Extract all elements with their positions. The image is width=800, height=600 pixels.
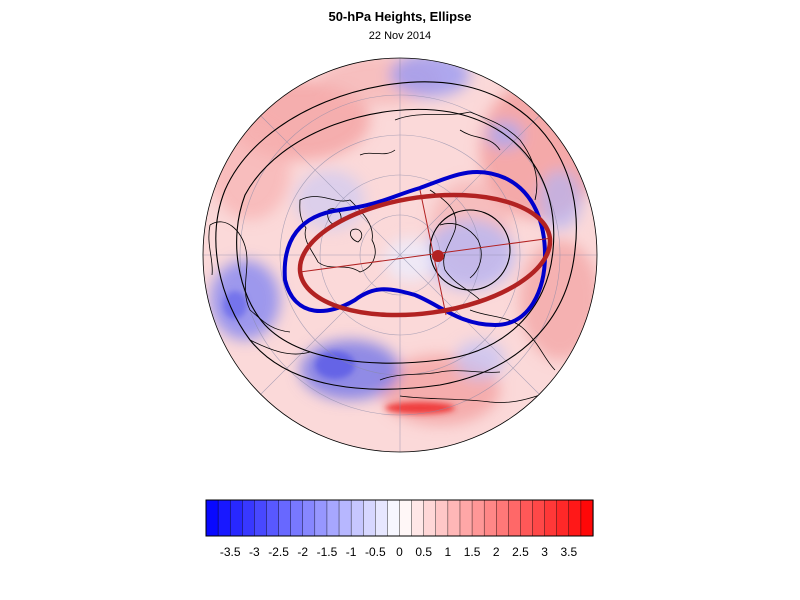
colorbar-cell [290,499,304,537]
colorbar-cell [363,499,376,537]
colorbar-tick-label: 0.5 [415,545,432,559]
colorbar-cell [544,499,558,537]
anomaly-field [203,58,597,452]
colorbar-cell [242,499,255,537]
colorbar-tick-label: 3.5 [560,545,577,559]
colorbar-cell [278,499,292,537]
map-date: 22 Nov 2014 [368,30,432,42]
colorbar-cell [435,499,449,537]
ellipse-axes [299,189,553,316]
fitted-ellipse [297,192,553,318]
globe-outline [202,57,598,453]
colorbar-cell [217,499,231,537]
colorbar-tick-label: -0.5 [365,545,386,559]
colorbar-cell [387,499,401,537]
colorbar-cell [447,499,461,537]
ellipse-center [432,250,444,262]
colorbar-frame [205,499,594,537]
colorbar-cell [229,499,243,537]
colorbar-cell [375,499,388,537]
colorbar-cell [254,499,268,537]
colorbar-tick-label: 1 [445,545,452,559]
colorbar-tick-label: 2 [493,545,500,559]
colorbar-cell [483,499,497,537]
colorbar-tick-label: -3.5 [220,545,241,559]
colorbar-cell [314,499,328,537]
colorbar-cell [459,499,473,537]
colorbar-tick-label: -2.5 [268,545,289,559]
colorbar-cell [520,499,534,537]
colorbar-tick-label: 0 [396,545,403,559]
colorbar-cell [471,499,485,537]
graticule [203,58,597,452]
map-title: 50-hPa Heights, Ellipse [328,9,472,24]
colorbar-cell [205,499,219,537]
colorbar-cell [411,499,425,537]
colorbar-cell [399,499,413,537]
colorbar-cell [496,499,509,537]
colorbar-cell [423,499,437,537]
colorbar-cell [568,499,582,537]
colorbar-cell [532,499,546,537]
colorbar-cell [326,499,340,537]
colorbar-cell [302,499,316,537]
colorbar-cell [580,499,594,537]
colorbar-tick-label: 2.5 [512,545,529,559]
height-contours [215,81,577,390]
colorbar-cell [266,499,280,537]
colorbar-cell [338,499,352,537]
colorbar-tick-label: -1.5 [317,545,338,559]
colorbar-tick-label: 3 [541,545,548,559]
colorbar-cell [508,499,522,537]
colorbar-cell [350,499,364,537]
colorbar-tick-label: -1 [346,545,357,559]
colorbar-tick-label: -2 [297,545,308,559]
colorbar-tick-label: -3 [249,545,260,559]
colorbar-cell [556,499,570,537]
colorbar-tick-label: 1.5 [464,545,481,559]
